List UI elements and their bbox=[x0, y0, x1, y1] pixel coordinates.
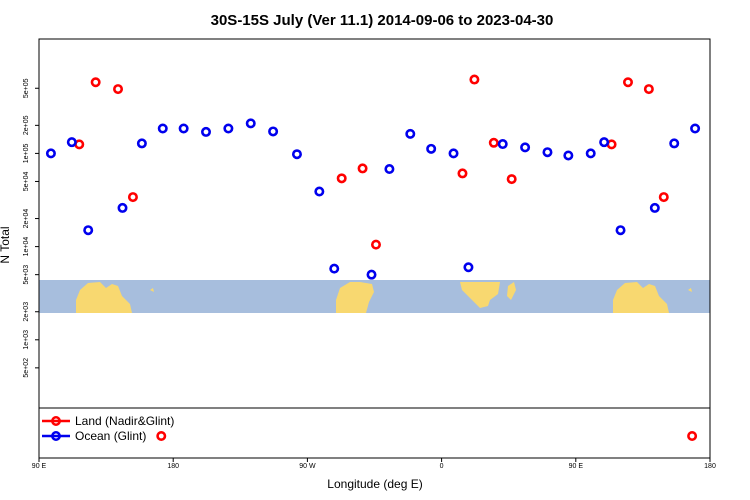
land-point bbox=[658, 192, 669, 203]
ocean-point bbox=[426, 143, 437, 154]
land-point bbox=[622, 77, 633, 88]
ocean-point bbox=[136, 138, 147, 149]
legend-land-label: Land (Nadir&Glint) bbox=[75, 414, 174, 428]
ocean-point bbox=[649, 202, 660, 213]
ocean-point bbox=[542, 147, 553, 158]
land-point bbox=[336, 173, 347, 184]
ocean-point bbox=[585, 148, 596, 159]
legend-extra-land-point bbox=[687, 430, 698, 441]
ocean-point bbox=[669, 138, 680, 149]
data-points bbox=[45, 74, 701, 280]
legend-extra-points bbox=[156, 430, 698, 441]
ocean-point bbox=[615, 225, 626, 236]
x-axis: 90 E 180 90 W 0 90 E 180 bbox=[32, 458, 716, 470]
x-tick-label: 0 bbox=[440, 463, 444, 470]
land-point bbox=[643, 84, 654, 95]
land-point bbox=[457, 168, 468, 179]
legend-extra-land-point bbox=[156, 430, 167, 441]
y-tick-label: 5e+02 bbox=[23, 358, 30, 378]
ocean-point bbox=[329, 263, 340, 274]
legend: Land (Nadir&Glint) Ocean (Glint) bbox=[42, 414, 174, 443]
land-point bbox=[127, 192, 138, 203]
legend-ocean-marker bbox=[51, 431, 61, 441]
land-point bbox=[488, 137, 499, 148]
land-point bbox=[113, 84, 124, 95]
ocean-point bbox=[384, 164, 395, 175]
ocean-point bbox=[83, 225, 94, 236]
y-axis: 5e+02 1e+03 2e+03 5e+03 1e+04 2e+04 5e+04 1e+05… bbox=[23, 78, 39, 378]
ocean-point bbox=[314, 186, 325, 197]
ocean-point bbox=[268, 126, 279, 137]
ocean-point bbox=[366, 269, 377, 280]
ocean-point bbox=[291, 149, 302, 160]
y-tick-label: 2e+04 bbox=[23, 209, 30, 229]
ocean-point bbox=[223, 123, 234, 134]
ocean-point bbox=[245, 118, 256, 129]
land-point bbox=[357, 163, 368, 174]
ocean-point bbox=[520, 142, 531, 153]
y-tick-label: 2e+05 bbox=[23, 115, 30, 135]
y-tick-label: 1e+04 bbox=[23, 237, 30, 257]
land-point bbox=[469, 74, 480, 85]
ocean-point bbox=[690, 123, 701, 134]
y-tick-label: 5e+04 bbox=[23, 172, 30, 192]
ocean-point bbox=[599, 137, 610, 148]
legend-ocean-label: Ocean (Glint) bbox=[75, 429, 146, 443]
ocean-point bbox=[448, 148, 459, 159]
ocean-point bbox=[497, 139, 508, 150]
x-axis-label: Longitude (deg E) bbox=[327, 477, 422, 491]
y-tick-label: 1e+05 bbox=[23, 143, 30, 163]
y-tick-label: 5e+05 bbox=[23, 78, 30, 98]
y-tick-label: 2e+03 bbox=[23, 302, 30, 322]
ocean-point bbox=[117, 202, 128, 213]
ocean-point bbox=[66, 137, 77, 148]
ocean-point bbox=[45, 148, 56, 159]
world-map-band bbox=[39, 280, 710, 313]
y-tick-label: 5e+03 bbox=[23, 265, 30, 285]
land-point bbox=[506, 174, 517, 185]
y-tick-label: 1e+03 bbox=[23, 330, 30, 350]
ocean-point bbox=[463, 262, 474, 273]
ocean-point bbox=[178, 123, 189, 134]
x-tick-label: 180 bbox=[167, 463, 179, 470]
land-point bbox=[90, 77, 101, 88]
ocean-point bbox=[201, 126, 212, 137]
legend-land-marker bbox=[51, 416, 61, 426]
ocean-point bbox=[405, 128, 416, 139]
x-tick-label: 90 W bbox=[299, 463, 316, 470]
x-tick-label: 90 E bbox=[32, 463, 47, 470]
y-axis-label: N Total bbox=[0, 226, 12, 263]
chart-title: 30S-15S July (Ver 11.1) 2014-09-06 to 20… bbox=[211, 12, 554, 29]
ocean-point bbox=[563, 150, 574, 161]
ocean-point bbox=[157, 123, 168, 134]
x-tick-label: 90 E bbox=[569, 463, 584, 470]
x-tick-label: 180 bbox=[704, 463, 716, 470]
land-point bbox=[370, 239, 381, 250]
plot-frame bbox=[38, 38, 711, 459]
